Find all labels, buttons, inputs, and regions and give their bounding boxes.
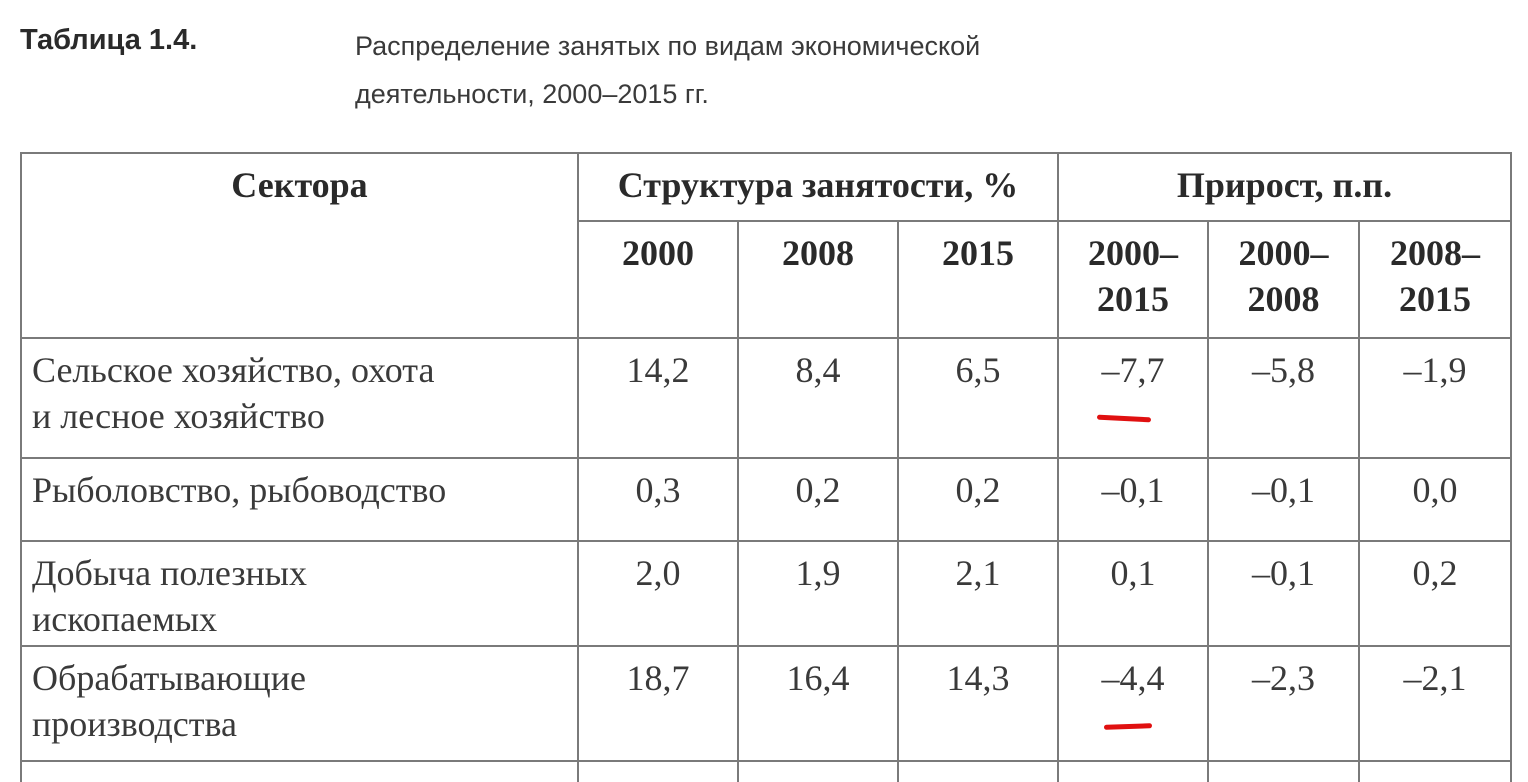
value-cell: 18,7: [577, 645, 739, 762]
table-row: Обрабатывающие производства 18,7 16,4 14,3–…: [20, 645, 1513, 762]
table-caption: Распределение занятых по видам экономиче…: [355, 31, 981, 109]
value-cell: 0,1: [1057, 540, 1210, 647]
empty-cell: [20, 760, 579, 782]
value-cell: –0,1: [1057, 457, 1210, 542]
empty-cell: [737, 760, 899, 782]
year-header: 2000– 2008: [1207, 220, 1361, 339]
value-cell: –7,7: [1057, 337, 1210, 459]
header-cell: Прирост, п.п.: [1057, 152, 1513, 222]
table-row: Добыча полезных ископаемых 2,0 1,9 2,1 0,1 –0…: [20, 540, 1513, 647]
value-cell: 14,3: [896, 645, 1060, 762]
value-cell: 0,2: [737, 457, 899, 542]
table-row: Рыболовство, рыбоводство 0,3 0,2 0,2 –0,1 –0,…: [20, 457, 1513, 542]
header-cell: Структура занятости, %: [576, 152, 1060, 222]
value-cell: 8,4: [737, 337, 899, 459]
year-header: 2008– 2015: [1358, 220, 1513, 339]
table-row: Сельское хозяйство, охота и лесное хозяй…: [20, 337, 1513, 459]
value-cell: –0,1: [1207, 457, 1361, 542]
value-cell: 0,2: [896, 457, 1060, 542]
value-cell: –0,1: [1207, 540, 1361, 647]
header-cell: Сектора: [20, 152, 579, 339]
year-header: 2000– 2015: [1057, 220, 1210, 339]
value-cell: 0,0: [1358, 457, 1513, 542]
sector-cell: Добыча полезных ископаемых: [20, 540, 579, 647]
table: Сектора Структура занятости, % Прирост, п.…: [20, 152, 1513, 782]
value-cell: –4,4: [1057, 645, 1210, 762]
year-header: 2008: [737, 220, 899, 339]
year-header: 2000: [577, 220, 739, 339]
value-cell: 2,0: [577, 540, 739, 647]
value-cell: 1,9: [737, 540, 899, 647]
value-cell: 14,2: [577, 337, 739, 459]
sector-cell: Рыболовство, рыбоводство: [20, 457, 579, 542]
value-cell: –5,8: [1207, 337, 1361, 459]
empty-cell: [1057, 760, 1210, 782]
empty-cell: [1358, 760, 1513, 782]
value-cell: 0,3: [577, 457, 739, 542]
table-label: Таблица 1.4.: [20, 24, 198, 56]
value-cell: 2,1: [896, 540, 1060, 647]
year-header: 2015: [896, 220, 1060, 339]
value-cell: –1,9: [1358, 337, 1513, 459]
sector-cell: Обрабатывающие производства: [20, 645, 579, 762]
value-cell: –2,3: [1207, 645, 1361, 762]
value-cell: 0,2: [1358, 540, 1513, 647]
sector-cell: Сельское хозяйство, охота и лесное хозяй…: [20, 337, 579, 459]
value-cell: 16,4: [737, 645, 899, 762]
value-cell: 6,5: [896, 337, 1060, 459]
empty-cell: [1207, 760, 1361, 782]
empty-cell: [577, 760, 739, 782]
table-row: [20, 760, 1513, 782]
empty-cell: [896, 760, 1060, 782]
value-cell: –2,1: [1358, 645, 1513, 762]
